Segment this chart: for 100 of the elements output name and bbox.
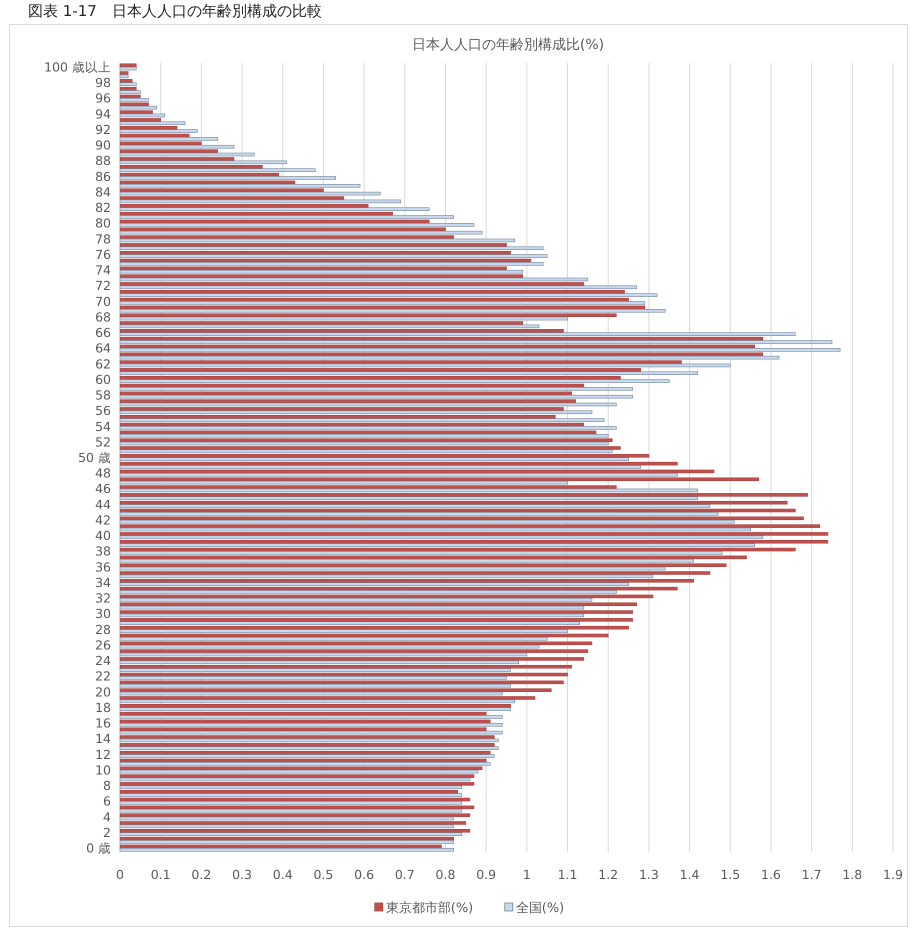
bar <box>120 848 454 852</box>
bar <box>120 536 764 540</box>
x-tick-label: 1.1 <box>558 867 578 882</box>
bar <box>120 672 568 676</box>
bar <box>120 71 128 75</box>
bar <box>120 102 149 106</box>
y-tick-label: 52 <box>95 434 111 450</box>
bar <box>120 118 161 122</box>
bar <box>120 266 507 270</box>
bar <box>120 512 718 516</box>
bar <box>120 704 511 708</box>
y-tick-label: 66 <box>95 325 112 340</box>
bar <box>120 516 804 520</box>
bar <box>120 614 584 618</box>
bar <box>120 766 482 770</box>
bar <box>120 642 592 646</box>
bar <box>120 457 629 461</box>
bar <box>120 778 470 782</box>
bar <box>120 207 430 211</box>
x-tick-label: 1.2 <box>598 867 618 882</box>
bar <box>120 394 633 398</box>
y-tick-label: 18 <box>95 700 112 715</box>
bar <box>120 316 568 320</box>
y-tick-label: 50 歳 <box>78 450 111 465</box>
bar <box>120 696 536 700</box>
bar <box>120 324 540 328</box>
bar <box>120 392 572 396</box>
bar <box>120 230 482 234</box>
text: 図表 1-17 日本人人口の年齢別構成の比較 <box>28 2 322 20</box>
bar <box>120 348 840 352</box>
bar <box>120 528 751 532</box>
y-tick-label: 20 <box>95 684 112 700</box>
bar <box>120 574 654 578</box>
y-tick-label: 54 <box>95 418 112 434</box>
bar <box>120 220 430 224</box>
y-tick-label: 100 歳以上 <box>44 59 111 74</box>
bar <box>120 832 462 836</box>
y-tick-label: 36 <box>95 559 112 574</box>
x-tick-label: 1.7 <box>802 867 822 882</box>
y-tick-label: 26 <box>95 637 112 652</box>
bar <box>120 254 548 258</box>
bar <box>120 730 503 734</box>
y-tick-label: 92 <box>95 122 111 137</box>
y-tick-label: 30 <box>95 606 112 622</box>
bar <box>120 278 588 282</box>
y-tick-label: 38 <box>95 544 112 559</box>
x-tick-label: 1.9 <box>883 867 903 882</box>
bar <box>120 407 564 411</box>
y-tick-label: 74 <box>95 262 112 278</box>
bar <box>120 660 520 664</box>
bar <box>120 707 511 711</box>
y-tick-label: 78 <box>95 231 112 246</box>
bar <box>120 700 515 704</box>
x-tick-label: 1.5 <box>720 867 740 882</box>
bar <box>120 602 637 606</box>
bar <box>120 582 629 586</box>
bar <box>120 426 617 430</box>
legend-label: 東京都市部(%) <box>386 901 474 916</box>
y-tick-label: 82 <box>95 200 111 216</box>
bar <box>120 637 548 641</box>
bar <box>120 192 381 196</box>
y-tick-label: 4 <box>103 809 112 824</box>
bar <box>120 504 710 508</box>
bar <box>120 301 646 305</box>
y-tick-label: 32 <box>95 590 111 606</box>
bar <box>120 238 515 242</box>
bar <box>120 634 609 638</box>
bar <box>120 798 470 802</box>
x-tick-label: 0.6 <box>354 867 374 882</box>
bar <box>120 715 503 719</box>
bar <box>120 376 621 380</box>
bar <box>120 782 474 786</box>
bar <box>120 66 137 70</box>
y-tick-label: 34 <box>95 574 112 590</box>
y-tick-label: 90 <box>95 138 112 153</box>
y-tick-label: 0 歳 <box>86 840 111 856</box>
bar <box>120 465 642 469</box>
y-tick-label: 72 <box>95 278 111 294</box>
bar <box>120 79 133 83</box>
bar <box>120 450 613 454</box>
bar <box>120 470 714 474</box>
bar <box>120 754 495 758</box>
bar <box>120 188 324 192</box>
x-tick-label: 1.4 <box>680 867 700 882</box>
bar <box>120 816 454 820</box>
bar <box>120 114 166 118</box>
bar <box>120 438 613 442</box>
bar <box>120 543 755 547</box>
bar <box>120 520 735 524</box>
bar <box>120 106 157 110</box>
x-tick-label: 0.2 <box>191 867 212 882</box>
bar <box>120 165 263 169</box>
bar <box>120 680 564 684</box>
bar <box>120 664 572 669</box>
y-tick-label: 14 <box>95 731 112 746</box>
bar <box>120 727 486 732</box>
bar <box>120 90 141 94</box>
y-tick-label: 28 <box>95 622 112 637</box>
bar <box>120 121 186 126</box>
x-tick-label: 0 <box>116 867 124 882</box>
